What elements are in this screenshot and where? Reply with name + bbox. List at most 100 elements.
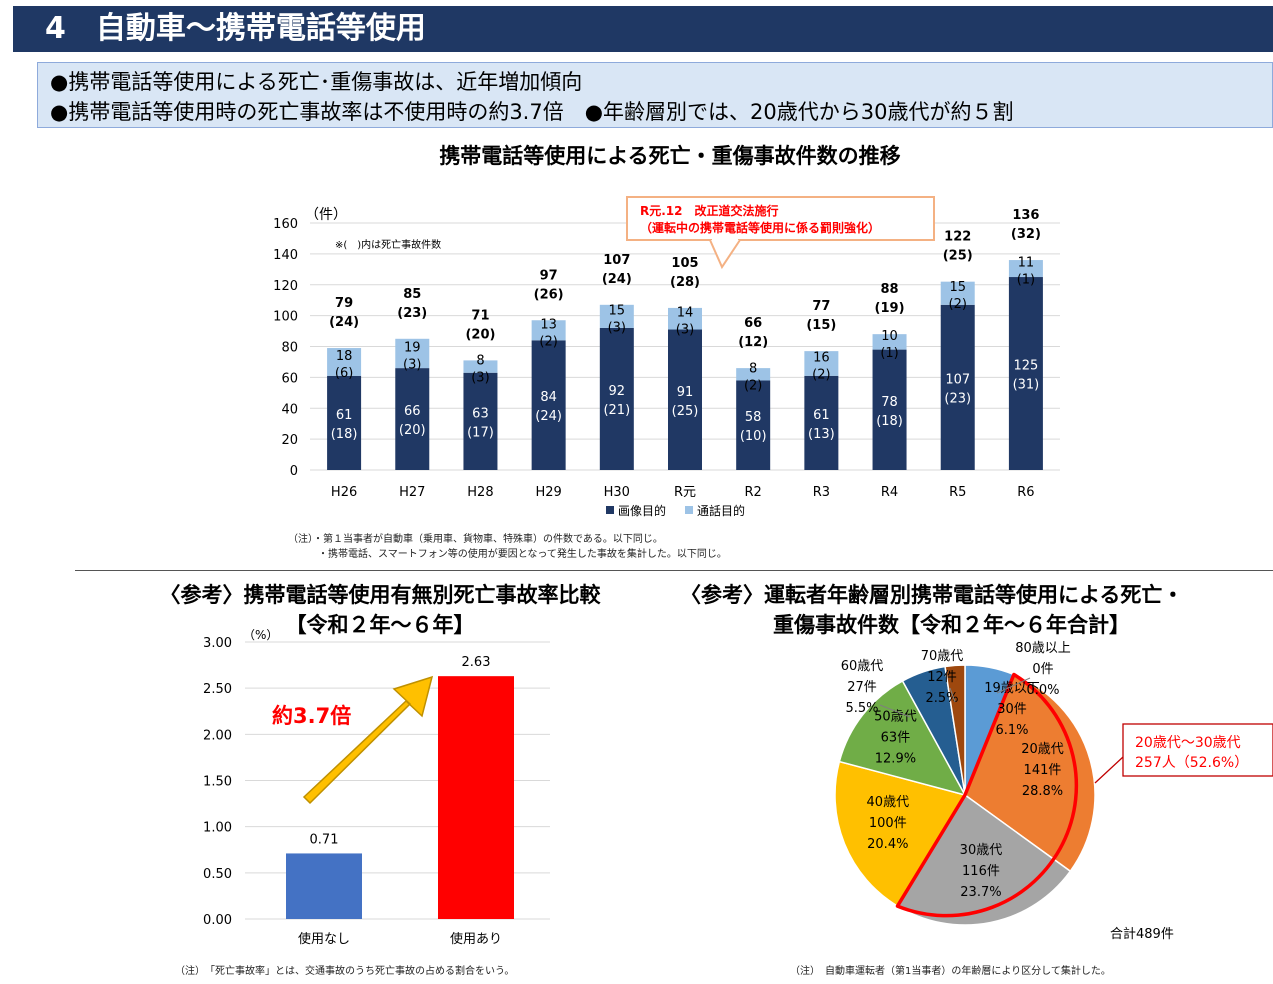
total-death-label: (20)	[465, 327, 495, 342]
bar-death-label: (1)	[880, 346, 898, 361]
total-death-label: (32)	[1011, 227, 1041, 242]
callout-line-2: （運転中の携帯電話等使用に係る罰則強化）	[640, 220, 880, 235]
slice-count-label: 0件	[1032, 662, 1053, 677]
y-tick-label: 120	[273, 279, 298, 294]
total-label: 122	[944, 230, 971, 245]
legend-label: 画像目的	[618, 503, 666, 518]
bar-death-label: (25)	[672, 404, 699, 419]
pie-slice	[944, 664, 966, 796]
y-tick-label: 1.50	[203, 775, 232, 790]
summary-line-1: ●携帯電話等使用による死亡･重傷事故は、近年増加傾向	[50, 70, 583, 94]
callout-box	[626, 196, 935, 241]
bar-value-label: 84	[540, 390, 557, 405]
bar-call-purpose	[395, 338, 430, 369]
bar-value-label: 10	[881, 329, 898, 344]
highlight-line-2: 257人（52.6%）	[1135, 755, 1248, 771]
total-death-label: (24)	[329, 315, 359, 330]
leader-line	[996, 677, 1031, 694]
legend-label: 通話目的	[697, 503, 745, 518]
total-death-label: (26)	[534, 287, 564, 302]
y-tick-label: 0.00	[203, 913, 232, 928]
slice-name-label: 40歳代	[867, 795, 910, 810]
slice-pct-label: 28.8%	[1022, 784, 1063, 799]
bar-death-label: (20)	[399, 423, 426, 438]
pie-slice	[834, 760, 967, 908]
highlight-outline	[895, 672, 1079, 918]
x-tick-label: R6	[1017, 485, 1034, 500]
summary-line-2: ●携帯電話等使用時の死亡事故率は不使用時の約3.7倍 ●年齢層別では、20歳代か…	[50, 100, 1014, 124]
chart-note-2: ・携帯電話、スマートフォン等の使用が要因となって発生した事故を集計した。以下同じ…	[288, 549, 727, 560]
slice-count-label: 12件	[927, 670, 957, 685]
bar-call-purpose	[804, 351, 839, 376]
bar-call-purpose	[599, 304, 634, 328]
bar-death-label: (10)	[740, 429, 767, 444]
y-tick-label: 1.00	[203, 821, 232, 836]
bar-value-label: 8	[476, 354, 484, 369]
x-tick-label: 使用なし	[298, 931, 350, 947]
x-tick-label: H30	[604, 485, 630, 500]
bar-death-label: (2)	[539, 334, 557, 349]
total-label: 107	[603, 253, 630, 268]
bar-value-label: 92	[609, 384, 626, 399]
y-tick-label: 20	[281, 433, 298, 448]
y-tick-label: 2.00	[203, 728, 232, 743]
slice-pct-label: 5.5%	[845, 701, 878, 716]
legend-swatch-call	[685, 506, 693, 514]
bar-death-label: (6)	[335, 366, 353, 381]
bar-call-purpose	[463, 360, 498, 373]
bar-image-purpose	[940, 304, 975, 470]
slice-count-label: 27件	[847, 680, 877, 695]
bar-death-label: (1)	[1017, 273, 1035, 288]
leader-line	[949, 687, 956, 703]
y-tick-label: 80	[281, 341, 298, 356]
bar-call-purpose	[531, 320, 566, 341]
rate-chart-period: 【令和２年～６年】	[285, 613, 475, 637]
bar-image-purpose	[872, 349, 907, 470]
slice-pct-label: 0.0%	[1026, 683, 1059, 698]
bar-image-purpose	[463, 372, 498, 470]
section-divider	[75, 570, 1273, 571]
slice-name-label: 20歳代	[1021, 742, 1064, 757]
bar-value-label: 66	[404, 404, 421, 419]
total-label: 88	[880, 282, 898, 297]
rate-y-unit: （%）	[243, 628, 278, 642]
slice-name-label: 70歳代	[921, 649, 964, 664]
legend-swatch-image	[606, 506, 614, 514]
x-tick-label: R3	[813, 485, 830, 500]
pie-slice	[896, 793, 1072, 926]
age-highlight-callout: 20歳代～30歳代 257人（52.6%）	[1094, 723, 1273, 784]
leader-line	[879, 704, 911, 718]
bar-image-purpose	[804, 375, 839, 470]
y-tick-label: 160	[273, 217, 298, 232]
bar-death-label: (2)	[812, 367, 830, 382]
increase-arrow	[302, 675, 434, 805]
age-chart-title: 〈参考〉運転者年齢層別携帯電話等使用による死亡・	[680, 583, 1184, 607]
total-label: 85	[403, 287, 421, 302]
age-chart-period: 重傷事故件数【令和２年～６年合計】	[773, 613, 1130, 637]
ratio-annotation: 約3.7倍	[272, 704, 351, 728]
total-label: 77	[812, 299, 830, 314]
rate-value-label: 2.63	[462, 655, 491, 670]
total-label: 136	[1012, 208, 1039, 223]
slice-pct-label: 12.9%	[875, 751, 916, 766]
slice-pct-label: 20.4%	[867, 837, 908, 852]
x-tick-label: R元	[674, 485, 696, 500]
rate-chart-note: （注） 「死亡事故率」とは、交通事故のうち死亡事故の占める割合をいう。	[175, 966, 515, 977]
slice-name-label: 50歳代	[874, 709, 917, 724]
total-label: 71	[471, 308, 489, 323]
total-death-label: (15)	[806, 318, 836, 333]
bar-call-purpose	[736, 368, 771, 381]
rate-bar	[438, 676, 514, 919]
fatality-rate-chart: 0.00 0.50 1.00 1.50 2.00 2.50 3.00 0.71 使用なし 2.6…	[203, 628, 550, 947]
bar-call-purpose	[668, 307, 702, 330]
y-axis-unit: （件）	[305, 207, 347, 223]
bar-call-purpose	[872, 334, 907, 350]
bar-death-label: (18)	[876, 414, 903, 429]
bar-call-purpose	[327, 348, 362, 376]
y-tick-label: 140	[273, 248, 298, 263]
callout-line-1: R元.12 改正道交法施行	[640, 203, 779, 218]
bar-death-label: (18)	[331, 427, 358, 442]
x-tick-label: R5	[949, 485, 966, 500]
total-label: 97	[540, 268, 558, 283]
bar-value-label: 14	[677, 306, 694, 321]
